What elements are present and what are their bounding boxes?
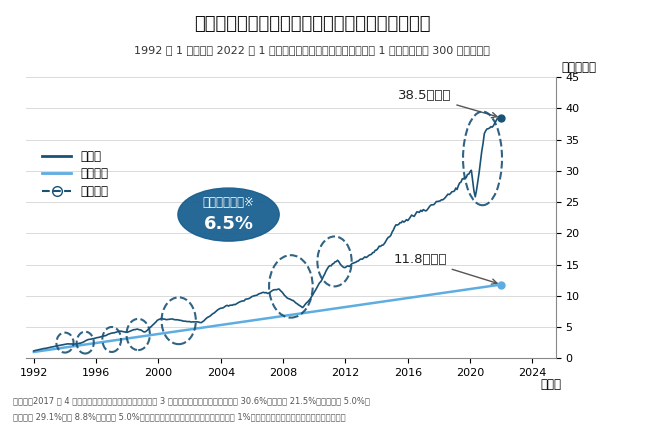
Text: 11.8万ドル: 11.8万ドル	[393, 253, 497, 284]
Text: （年）: （年）	[541, 378, 562, 391]
Ellipse shape	[178, 188, 280, 241]
Text: 1992 年 1 月末から 2022 年 1 月末までのシミュレーション（当初 1 万ドル、毎月 300 ドル積立）: 1992 年 1 月末から 2022 年 1 月末までのシミュレーション（当初 …	[134, 45, 490, 55]
Text: 米国債券 29.1%、金 8.8%、不動産 5.0%）で毎月リバランスした想定で試算。年率 1%（税別）の手数料を控除。税金は考慮せず: 米国債券 29.1%、金 8.8%、不動産 5.0%）で毎月リバランスした想定で…	[13, 412, 346, 421]
Text: 6.5%: 6.5%	[203, 215, 254, 233]
Text: 年率リターン※: 年率リターン※	[203, 196, 255, 208]
Legend: 評価額, 累積元本, 経済危機: 評価額, 累積元本, 経済危機	[37, 145, 114, 203]
Text: 38.5万ドル: 38.5万ドル	[398, 89, 497, 118]
Text: （万ドル）: （万ドル）	[561, 61, 596, 74]
Text: 複数回の経済危機も、長期投資では影響が一時的: 複数回の経済危機も、長期投資では影響が一時的	[194, 15, 430, 33]
Text: （注）　2017 年 4 月時点のウェルスナビのリスク許容度 3 の推奨ポートフォリオ（米国株 30.6%、日欧株 21.5%、新興国株 5.0%、: （注） 2017 年 4 月時点のウェルスナビのリスク許容度 3 の推奨ポートフ…	[13, 396, 370, 405]
